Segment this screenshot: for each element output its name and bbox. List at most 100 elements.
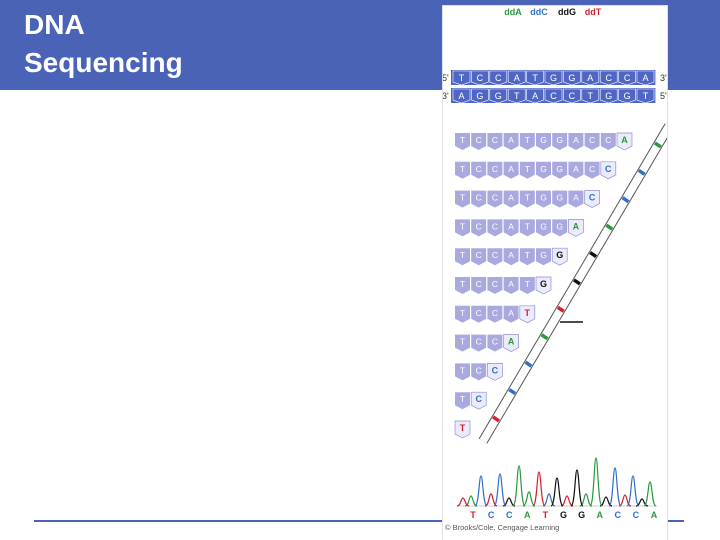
bottom-strand-base-label: T [514,91,520,101]
bottom-strand-base-label: C [550,91,557,101]
fragment-terminator [535,276,552,295]
terminator-base-label: C [475,394,482,404]
fragment-base-label: T [525,135,530,145]
trace-peak [532,471,546,507]
fragment-base [455,190,470,208]
fragment-base-label: C [476,279,482,289]
fragment-base [568,133,584,150]
fragment-base [568,161,584,179]
fragment-base [519,277,535,294]
fragment-base [487,305,503,323]
figure-credit: © Brooks/Cole, Cengage Learning [445,523,560,532]
fragment-base [455,161,470,179]
fragment-base [471,219,487,237]
fragment-base [487,133,503,150]
bottom-strand-base-label: A [458,91,464,101]
fragment-base [519,190,535,208]
trace-peak [464,495,478,507]
read-base: C [615,510,622,520]
fragment-base-label: G [556,193,563,203]
fragment-base [455,334,470,352]
fragment-base-label: A [573,135,579,145]
read-base: T [543,510,549,520]
fragment-base-label: C [589,135,595,145]
read-base: C [633,510,640,520]
gel-band [653,141,662,149]
fragment-terminator [584,190,600,208]
fragment-base [552,161,568,179]
bottom-strand-base-label: G [495,91,502,101]
fragment-base-label: G [556,164,563,174]
trace-peak [599,496,613,507]
top-strand-base-block [526,70,544,86]
fragment-base [519,133,535,150]
bottom-strand-base-block [563,88,581,104]
top-strand-base-label: G [568,73,575,83]
bottom-strand-base-block [599,88,618,104]
fragment-base [600,133,616,150]
trace-peak [474,475,488,507]
fragment-base-label: C [492,193,498,203]
fragment-base [455,392,470,410]
fragment-terminator [487,363,503,381]
top-strand-base-label: C [605,73,612,83]
top-strand-base-label: G [550,73,557,83]
top-strand-base-block [452,70,471,86]
fragment-base-label: A [508,279,514,289]
fragment-base-label: A [573,164,579,174]
fragment-base-label: T [460,337,465,347]
fragment-base [487,248,503,266]
bottom-strand-base-block [507,88,526,104]
fragment-base-label: C [476,221,482,231]
fragment-base-label: C [492,135,498,145]
fragment-base [471,305,487,323]
fragment-base-label: C [492,250,498,260]
read-base: A [524,510,531,520]
fragment-base-label: C [476,308,482,318]
fragment-base [471,248,487,266]
footer-rule [34,520,684,522]
fragment-base-label: T [460,279,465,289]
fragment-base-label: T [460,164,465,174]
top-strand-base-block [599,70,618,86]
fragment-base [455,219,470,237]
gel-lane [479,123,667,444]
fragment-base [552,219,568,237]
fragment-base-label: C [492,279,498,289]
trace-peak [560,495,574,507]
fragment-base-label: T [460,250,465,260]
trace-peak [522,491,536,507]
slide-title-line-2: Sequencing [24,47,183,78]
bottom-strand-base-label: T [588,91,594,101]
fragment-base [471,190,487,208]
fragment-base [471,161,487,179]
bottom-strand-base-block [544,88,563,104]
bottom-strand-base-block [489,88,508,104]
trace-peak [502,497,516,507]
top-strand-base-block [636,70,655,86]
fragment-base-label: T [460,193,465,203]
terminator-base-label: T [525,308,531,318]
fragment-terminator [600,161,617,180]
fragment-base-label: A [508,135,514,145]
legend-ddc: ddC [530,7,548,17]
fragment-base-label: T [460,221,465,231]
trace-peak [456,497,470,507]
fragment-base-label: C [492,164,498,174]
fragment-base-label: C [476,193,482,203]
trace-peak [579,493,593,507]
top-strand-base-label: T [459,73,465,83]
terminator-base-label: C [589,193,596,203]
trace-peak [550,477,564,507]
top-strand-base-block [618,70,636,86]
fragment-base [552,133,568,150]
top-strand-base-block [489,70,508,86]
trace-peak [643,481,657,507]
read-base: C [488,510,495,520]
fragment-terminator [503,334,519,352]
bottom-strand-left-end: 3' [443,91,449,101]
fragment-base [455,248,470,266]
top-strand-base-label: A [514,73,520,83]
terminator-base-label: A [508,337,515,347]
